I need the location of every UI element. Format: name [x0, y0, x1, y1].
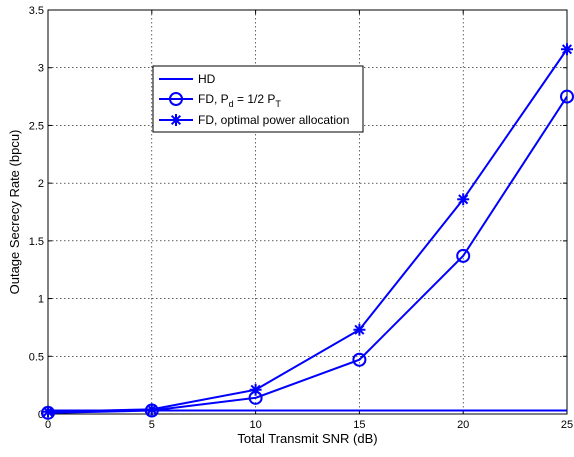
data-point-star [353, 323, 366, 336]
x-tick-label: 5 [149, 419, 155, 431]
y-tick-label: 2 [38, 178, 44, 190]
y-axis-label: Outage Secrecy Rate (bpcu) [7, 130, 22, 295]
series-2 [41, 89, 574, 420]
data-point-star [457, 193, 470, 206]
x-tick-label: 20 [457, 419, 469, 431]
legend-label: FD, Pd = 1/2 PT [198, 92, 281, 109]
y-tick-label: 1.5 [29, 236, 44, 248]
plot-area-frame [47, 9, 568, 415]
x-tick-label: 25 [561, 419, 573, 431]
data-point-circle [560, 89, 574, 104]
data-point-circle [456, 248, 471, 263]
x-tick-label: 0 [45, 419, 51, 431]
x-tick-label: 10 [249, 419, 261, 431]
legend-label: FD, optimal power allocation [198, 113, 349, 127]
series-line [47, 48, 568, 413]
y-tick-label: 3 [38, 63, 44, 75]
legend-item: HD [159, 72, 216, 86]
legend: HD FD, Pd = 1/2 PT FD, optimal power alloc… [152, 65, 364, 133]
data-point-star [42, 405, 54, 418]
y-tick-label: 1 [38, 294, 44, 306]
data-point-star [145, 403, 158, 416]
series-3 [42, 43, 573, 418]
data-point-star [249, 383, 262, 396]
x-tick-label: 15 [353, 419, 365, 431]
data-point-circle [352, 352, 367, 367]
data-point-star [561, 43, 573, 56]
legend-item: FD, optimal power allocation [159, 113, 349, 127]
legend-item: FD, Pd = 1/2 PT [159, 92, 281, 109]
x-axis-label: Total Transmit SNR (dB) [237, 431, 377, 446]
y-tick-label: 2.5 [29, 120, 44, 132]
legend-label: HD [198, 72, 216, 86]
series-layer [41, 43, 574, 420]
y-tick-label: 0.5 [29, 351, 44, 363]
legend-marker [170, 114, 182, 126]
grid-lines [48, 10, 567, 414]
series-line [47, 96, 568, 414]
y-tick-label: 3.5 [29, 5, 44, 17]
y-tick-label: 0 [38, 409, 44, 421]
legend-marker [169, 92, 183, 106]
axis-ticks: 0 5 10 15 20 25 0 0.5 1 1.5 2 2.5 3 3.5 [29, 5, 573, 431]
